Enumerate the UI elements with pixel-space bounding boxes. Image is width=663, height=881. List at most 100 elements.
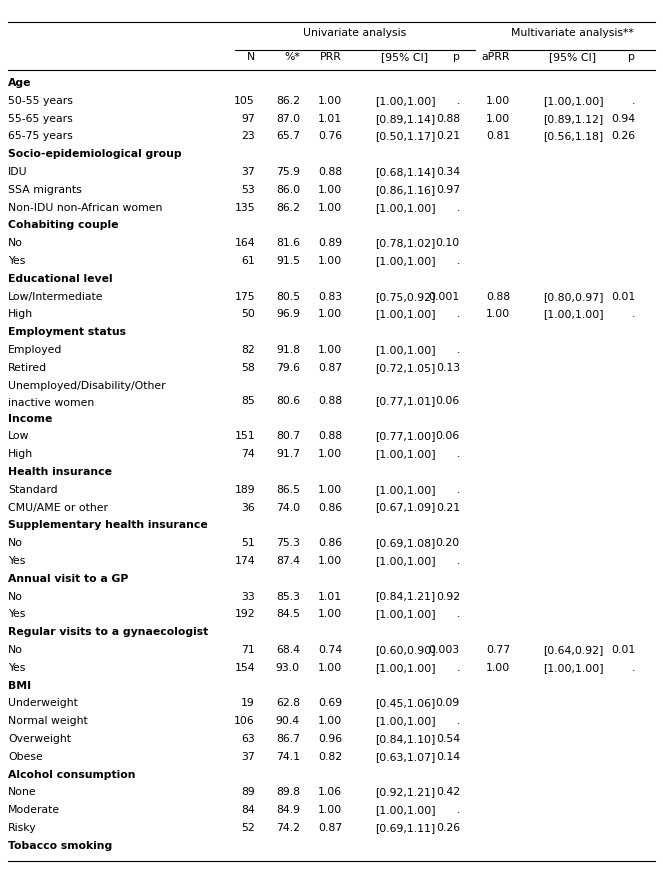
Text: 84: 84 [241,805,255,815]
Text: .: . [457,309,460,320]
Text: 106: 106 [234,716,255,726]
Text: 1.00: 1.00 [318,556,342,566]
Text: .: . [457,716,460,726]
Text: [0.84,1.21]: [0.84,1.21] [375,591,435,602]
Text: 96.9: 96.9 [276,309,300,320]
Text: 1.00: 1.00 [318,716,342,726]
Text: .: . [457,203,460,212]
Text: 74.2: 74.2 [276,823,300,833]
Text: 0.87: 0.87 [318,823,342,833]
Text: [0.56,1.18]: [0.56,1.18] [543,131,603,141]
Text: [0.60,0.90]: [0.60,0.90] [375,645,436,655]
Text: Low: Low [8,432,29,441]
Text: 0.83: 0.83 [318,292,342,301]
Text: 1.00: 1.00 [318,805,342,815]
Text: 71: 71 [241,645,255,655]
Text: 1.00: 1.00 [318,345,342,355]
Text: p: p [453,52,460,62]
Text: 36: 36 [241,502,255,513]
Text: 52: 52 [241,823,255,833]
Text: Univariate analysis: Univariate analysis [304,28,406,38]
Text: Employment status: Employment status [8,327,126,337]
Text: 86.2: 86.2 [276,203,300,212]
Text: 0.76: 0.76 [318,131,342,141]
Text: [0.63,1.07]: [0.63,1.07] [375,751,435,762]
Text: [0.77,1.00]: [0.77,1.00] [375,432,435,441]
Text: 63: 63 [241,734,255,744]
Text: .: . [457,96,460,106]
Text: 1.00: 1.00 [318,96,342,106]
Text: 50: 50 [241,309,255,320]
Text: 82: 82 [241,345,255,355]
Text: [0.89,1.14]: [0.89,1.14] [375,114,435,123]
Text: aPRR: aPRR [481,52,510,62]
Text: Yes: Yes [8,556,25,566]
Text: [0.68,1.14]: [0.68,1.14] [375,167,435,177]
Text: .: . [457,345,460,355]
Text: No: No [8,591,23,602]
Text: 19: 19 [241,699,255,708]
Text: 86.2: 86.2 [276,96,300,106]
Text: 0.88: 0.88 [436,114,460,123]
Text: Retired: Retired [8,363,47,373]
Text: 0.77: 0.77 [486,645,510,655]
Text: 0.34: 0.34 [436,167,460,177]
Text: .: . [457,805,460,815]
Text: 1.00: 1.00 [486,114,510,123]
Text: 91.8: 91.8 [276,345,300,355]
Text: [0.69,1.08]: [0.69,1.08] [375,538,435,548]
Text: [1.00,1.00]: [1.00,1.00] [543,96,603,106]
Text: [1.00,1.00]: [1.00,1.00] [375,805,436,815]
Text: [1.00,1.00]: [1.00,1.00] [375,309,436,320]
Text: 37: 37 [241,167,255,177]
Text: 0.88: 0.88 [318,432,342,441]
Text: 0.09: 0.09 [436,699,460,708]
Text: 53: 53 [241,185,255,195]
Text: 1.00: 1.00 [318,663,342,673]
Text: 0.89: 0.89 [318,238,342,248]
Text: [0.92,1.21]: [0.92,1.21] [375,788,435,797]
Text: Normal weight: Normal weight [8,716,88,726]
Text: 97: 97 [241,114,255,123]
Text: 1.00: 1.00 [318,309,342,320]
Text: 68.4: 68.4 [276,645,300,655]
Text: 135: 135 [235,203,255,212]
Text: .: . [457,610,460,619]
Text: 1.00: 1.00 [318,185,342,195]
Text: Socio-epidemiological group: Socio-epidemiological group [8,149,182,159]
Text: Employed: Employed [8,345,62,355]
Text: [1.00,1.00]: [1.00,1.00] [543,309,603,320]
Text: 65.7: 65.7 [276,131,300,141]
Text: .: . [632,96,635,106]
Text: 0.54: 0.54 [436,734,460,744]
Text: .: . [632,663,635,673]
Text: [1.00,1.00]: [1.00,1.00] [375,716,436,726]
Text: 86.0: 86.0 [276,185,300,195]
Text: 0.86: 0.86 [318,538,342,548]
Text: [0.75,0.92]: [0.75,0.92] [375,292,435,301]
Text: 1.00: 1.00 [318,485,342,495]
Text: CMU/AME or other: CMU/AME or other [8,502,108,513]
Text: No: No [8,238,23,248]
Text: .: . [457,556,460,566]
Text: 93.0: 93.0 [276,663,300,673]
Text: [0.64,0.92]: [0.64,0.92] [543,645,603,655]
Text: p: p [628,52,635,62]
Text: Moderate: Moderate [8,805,60,815]
Text: N: N [247,52,255,62]
Text: 189: 189 [235,485,255,495]
Text: [0.78,1.02]: [0.78,1.02] [375,238,435,248]
Text: [0.67,1.09]: [0.67,1.09] [375,502,435,513]
Text: 1.00: 1.00 [486,309,510,320]
Text: [1.00,1.00]: [1.00,1.00] [375,203,436,212]
Text: 0.10: 0.10 [436,238,460,248]
Text: Tobacco smoking: Tobacco smoking [8,840,112,851]
Text: No: No [8,645,23,655]
Text: 75.9: 75.9 [276,167,300,177]
Text: 1.00: 1.00 [486,96,510,106]
Text: None: None [8,788,36,797]
Text: 1.00: 1.00 [318,256,342,266]
Text: Underweight: Underweight [8,699,78,708]
Text: 0.26: 0.26 [436,823,460,833]
Text: 151: 151 [235,432,255,441]
